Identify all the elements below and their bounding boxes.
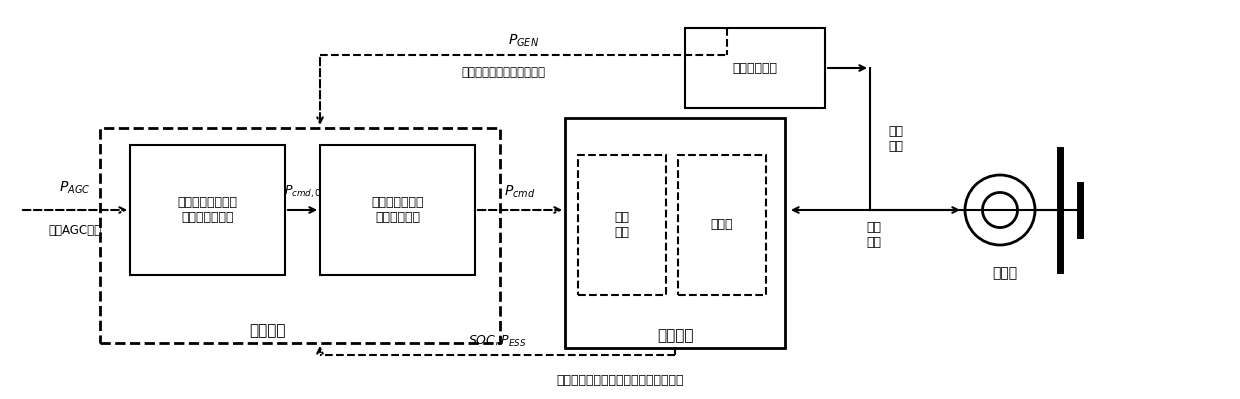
Text: $P_{cmd,0}$: $P_{cmd,0}$ <box>284 184 321 200</box>
Bar <box>130 145 285 275</box>
Text: 输出
功率: 输出 功率 <box>888 125 903 153</box>
Text: 大电网: 大电网 <box>992 266 1018 280</box>
Text: 基于储能装置荷电
状态的功率控制: 基于储能装置荷电 状态的功率控制 <box>177 196 238 224</box>
Text: 控制系统: 控制系统 <box>249 324 286 338</box>
Text: 储能装置荷电状态与输出有功功率反馈: 储能装置荷电状态与输出有功功率反馈 <box>557 373 683 387</box>
Text: 储能
电池: 储能 电池 <box>615 211 630 239</box>
Text: 基于史密斯预估
器的时滞补偿: 基于史密斯预估 器的时滞补偿 <box>371 196 424 224</box>
Text: 火力发电机组: 火力发电机组 <box>733 61 777 75</box>
Text: 储能装置: 储能装置 <box>657 328 693 344</box>
Bar <box>100 128 500 343</box>
Bar <box>578 155 666 295</box>
Bar <box>565 118 785 348</box>
Text: 火力机组输出有功功率反馈: 火力机组输出有功功率反馈 <box>461 67 546 79</box>
Bar <box>320 145 475 275</box>
Text: $P_{cmd}$: $P_{cmd}$ <box>505 184 536 200</box>
Bar <box>678 155 766 295</box>
Text: 逆变器: 逆变器 <box>711 219 733 231</box>
Text: $SOC, P_{ESS}$: $SOC, P_{ESS}$ <box>467 334 527 349</box>
Text: 功率
交换: 功率 交换 <box>867 221 882 249</box>
Text: $P_{AGC}$: $P_{AGC}$ <box>60 180 91 196</box>
Text: 电网AGC指令: 电网AGC指令 <box>48 223 102 237</box>
Bar <box>684 28 825 108</box>
Text: $P_{GEN}$: $P_{GEN}$ <box>508 33 539 49</box>
